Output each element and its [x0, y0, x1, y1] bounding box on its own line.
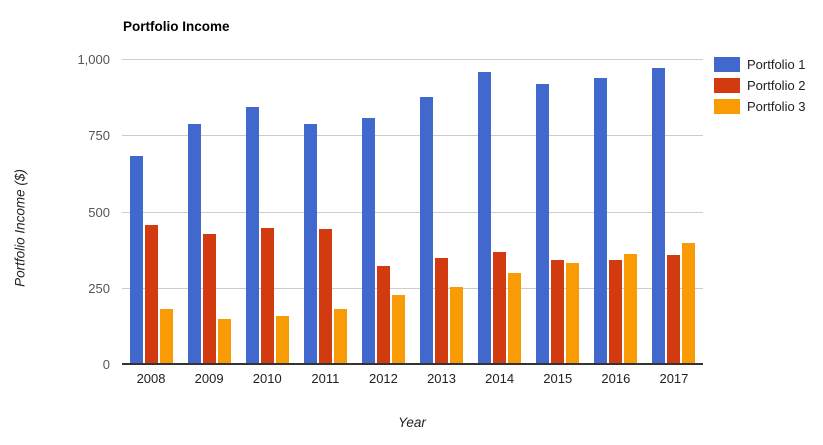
gridline [122, 59, 703, 60]
legend: Portfolio 1 Portfolio 2 Portfolio 3 [714, 56, 806, 119]
gridline [122, 135, 703, 137]
y-tick-label: 500 [88, 204, 110, 220]
x-tick-label: 2011 [311, 371, 340, 386]
bar-portfolio-2-2013[interactable] [435, 258, 449, 365]
x-tick-label: 2008 [136, 371, 166, 386]
bar-portfolio-2-2009[interactable] [202, 234, 216, 365]
plot-area [122, 59, 703, 365]
x-tick-label: 2012 [368, 371, 398, 386]
legend-item-portfolio-1: Portfolio 1 [714, 56, 806, 72]
bar-portfolio-2-2014[interactable] [493, 252, 507, 365]
y-tick-label: 1,000 [77, 52, 110, 67]
bar-portfolio-2-2016[interactable] [609, 260, 623, 365]
gridline [122, 211, 703, 213]
bar-portfolio-1-2009[interactable] [187, 124, 201, 365]
bar-portfolio-1-2008[interactable] [129, 156, 143, 365]
x-tick-label: 2016 [601, 371, 631, 386]
bar-portfolio-3-2010[interactable] [275, 316, 289, 365]
bar-portfolio-1-2014[interactable] [478, 72, 492, 365]
legend-label: Portfolio 3 [747, 98, 806, 114]
bar-portfolio-2-2008[interactable] [144, 225, 158, 365]
bar-portfolio-1-2013[interactable] [420, 97, 434, 365]
x-tick-label: 2009 [194, 371, 224, 386]
x-tick-label: 2017 [659, 371, 689, 386]
bar-portfolio-3-2009[interactable] [217, 319, 231, 365]
x-tick-label: 2013 [427, 371, 456, 386]
bar-portfolio-3-2008[interactable] [159, 309, 173, 365]
legend-swatch [714, 77, 740, 93]
bar-portfolio-1-2010[interactable] [245, 107, 259, 365]
x-tick-label: 2015 [543, 371, 573, 386]
bar-portfolio-1-2011[interactable] [303, 124, 317, 365]
y-tick-label: 0 [102, 357, 110, 372]
bar-portfolio-3-2017[interactable] [682, 243, 696, 365]
bar-portfolio-2-2010[interactable] [260, 228, 274, 365]
x-axis-title: Year [398, 415, 426, 430]
bar-portfolio-3-2013[interactable] [450, 287, 464, 365]
legend-label: Portfolio 1 [747, 56, 806, 72]
gridline [122, 287, 703, 289]
bar-portfolio-3-2011[interactable] [333, 309, 347, 365]
legend-item-portfolio-2: Portfolio 2 [714, 77, 806, 93]
legend-swatch [714, 98, 740, 114]
bar-portfolio-2-2015[interactable] [551, 260, 565, 365]
bar-portfolio-3-2016[interactable] [624, 254, 638, 365]
chart-title: Portfolio Income [123, 19, 230, 34]
y-tick-label: 250 [88, 280, 110, 296]
bar-portfolio-2-2012[interactable] [376, 266, 390, 365]
legend-swatch [714, 56, 740, 72]
bar-portfolio-2-2011[interactable] [318, 229, 332, 365]
bar-portfolio-3-2014[interactable] [508, 273, 522, 365]
legend-label: Portfolio 2 [747, 77, 806, 93]
bar-portfolio-1-2012[interactable] [361, 118, 375, 365]
bar-portfolio-3-2015[interactable] [566, 263, 580, 365]
x-axis-line [122, 363, 703, 365]
bar-portfolio-2-2017[interactable] [667, 255, 681, 365]
x-tick-label: 2014 [485, 371, 515, 386]
y-tick-label: 750 [88, 128, 110, 144]
bar-portfolio-1-2015[interactable] [536, 84, 550, 365]
x-tick-label: 2010 [252, 371, 282, 386]
bar-portfolio-1-2017[interactable] [652, 68, 666, 365]
y-axis-title: Portfolio Income ($) [12, 169, 28, 287]
bar-portfolio-1-2016[interactable] [594, 78, 608, 365]
bar-portfolio-3-2012[interactable] [391, 295, 405, 365]
legend-item-portfolio-3: Portfolio 3 [714, 98, 806, 114]
